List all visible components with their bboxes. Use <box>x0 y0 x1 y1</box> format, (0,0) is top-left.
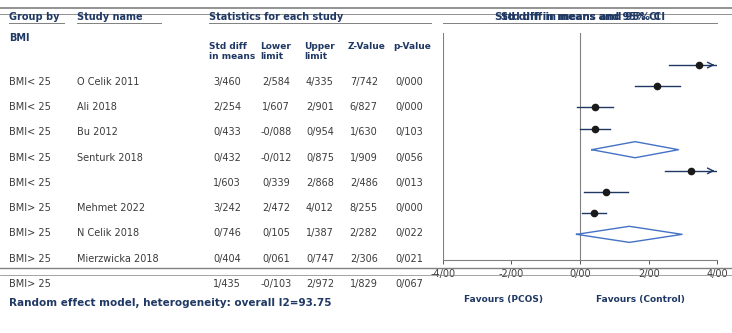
Text: Study name: Study name <box>77 12 143 22</box>
Text: BMI< 25: BMI< 25 <box>9 127 51 137</box>
Text: BMI: BMI <box>9 33 29 43</box>
Text: 4/012: 4/012 <box>306 203 334 213</box>
Text: Std diff
in means: Std diff in means <box>209 42 255 61</box>
Text: Group by: Group by <box>9 12 59 22</box>
Text: 0/000: 0/000 <box>395 203 423 213</box>
Text: BMI> 25: BMI> 25 <box>9 203 51 213</box>
Text: 4/335: 4/335 <box>306 77 334 87</box>
Text: -0/103: -0/103 <box>261 279 291 289</box>
Text: 2/282: 2/282 <box>350 228 378 238</box>
Text: BMI> 25: BMI> 25 <box>9 279 51 289</box>
Text: 0/404: 0/404 <box>213 254 241 264</box>
Text: 2/472: 2/472 <box>262 203 290 213</box>
Text: 1/435: 1/435 <box>213 279 241 289</box>
Text: Favours (Control): Favours (Control) <box>596 295 685 304</box>
Text: 2/254: 2/254 <box>213 102 241 112</box>
Text: Statistics for each study: Statistics for each study <box>209 12 343 22</box>
Text: 2/868: 2/868 <box>306 178 334 188</box>
Text: 1/607: 1/607 <box>262 102 290 112</box>
Text: 1/909: 1/909 <box>350 153 378 163</box>
Text: Mierzwicka 2018: Mierzwicka 2018 <box>77 254 159 264</box>
Text: BMI> 25: BMI> 25 <box>9 254 51 264</box>
Text: 0/875: 0/875 <box>306 153 334 163</box>
Text: 2/901: 2/901 <box>306 102 334 112</box>
Text: O Celik 2011: O Celik 2011 <box>77 77 139 87</box>
Text: -0/012: -0/012 <box>261 153 291 163</box>
Text: 0/746: 0/746 <box>213 228 241 238</box>
Text: 1/603: 1/603 <box>213 178 241 188</box>
Text: 0/000: 0/000 <box>395 102 423 112</box>
Text: 7/742: 7/742 <box>350 77 378 87</box>
Text: 2/306: 2/306 <box>350 254 378 264</box>
Text: Z-Value: Z-Value <box>348 42 386 51</box>
Text: Lower
limit: Lower limit <box>260 42 291 61</box>
Text: 3/460: 3/460 <box>213 77 241 87</box>
Text: BMI< 25: BMI< 25 <box>9 153 51 163</box>
Text: 0/061: 0/061 <box>262 254 290 264</box>
Text: -0/088: -0/088 <box>261 127 291 137</box>
Text: Random effect model, heterogeneity: overall I2=93.75: Random effect model, heterogeneity: over… <box>9 298 332 308</box>
Text: p-Value: p-Value <box>393 42 431 51</box>
Text: 8/255: 8/255 <box>350 203 378 213</box>
Text: 0/022: 0/022 <box>395 228 423 238</box>
Text: BMI< 25: BMI< 25 <box>9 102 51 112</box>
Text: Bu 2012: Bu 2012 <box>77 127 118 137</box>
Text: 3/242: 3/242 <box>213 203 241 213</box>
Text: 0/747: 0/747 <box>306 254 334 264</box>
Text: Std diff in means and 95% CI: Std diff in means and 95% CI <box>495 12 665 22</box>
Text: 1/630: 1/630 <box>350 127 378 137</box>
Text: BMI> 25: BMI> 25 <box>9 228 51 238</box>
Text: 6/827: 6/827 <box>350 102 378 112</box>
Text: 0/954: 0/954 <box>306 127 334 137</box>
Text: Favours (PCOS): Favours (PCOS) <box>464 295 542 304</box>
Text: 0/105: 0/105 <box>262 228 290 238</box>
Text: 2/486: 2/486 <box>350 178 378 188</box>
Text: Ali 2018: Ali 2018 <box>77 102 116 112</box>
Text: 0/021: 0/021 <box>395 254 423 264</box>
Text: 0/067: 0/067 <box>395 279 423 289</box>
Text: 0/433: 0/433 <box>213 127 241 137</box>
Text: BMI< 25: BMI< 25 <box>9 178 51 188</box>
Text: BMI< 25: BMI< 25 <box>9 77 51 87</box>
Text: 1/829: 1/829 <box>350 279 378 289</box>
Text: 1/387: 1/387 <box>306 228 334 238</box>
Text: 0/000: 0/000 <box>395 77 423 87</box>
Text: 0/432: 0/432 <box>213 153 241 163</box>
Text: Std diff in means and 95% CI: Std diff in means and 95% CI <box>501 12 660 22</box>
Text: 2/972: 2/972 <box>306 279 334 289</box>
Text: 0/013: 0/013 <box>395 178 423 188</box>
Text: Mehmet 2022: Mehmet 2022 <box>77 203 145 213</box>
Text: Upper
limit: Upper limit <box>304 42 335 61</box>
Text: 0/103: 0/103 <box>395 127 423 137</box>
Text: 0/339: 0/339 <box>262 178 290 188</box>
Text: Senturk 2018: Senturk 2018 <box>77 153 143 163</box>
Text: N Celik 2018: N Celik 2018 <box>77 228 139 238</box>
Text: 0/056: 0/056 <box>395 153 423 163</box>
Text: 2/584: 2/584 <box>262 77 290 87</box>
